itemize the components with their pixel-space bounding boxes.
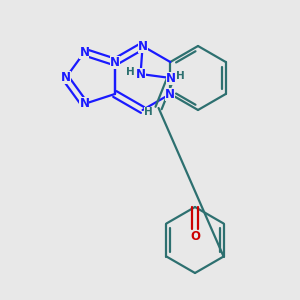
Text: N: N <box>136 68 146 80</box>
Text: N: N <box>166 71 176 85</box>
Text: H: H <box>144 107 153 117</box>
Text: N: N <box>80 98 89 110</box>
Text: N: N <box>138 40 148 52</box>
Text: N: N <box>80 46 89 59</box>
Text: H: H <box>176 71 185 81</box>
Text: N: N <box>110 56 120 68</box>
Text: H: H <box>126 67 135 77</box>
Text: N: N <box>61 71 70 85</box>
Text: N: N <box>165 88 175 100</box>
Text: O: O <box>190 230 200 244</box>
